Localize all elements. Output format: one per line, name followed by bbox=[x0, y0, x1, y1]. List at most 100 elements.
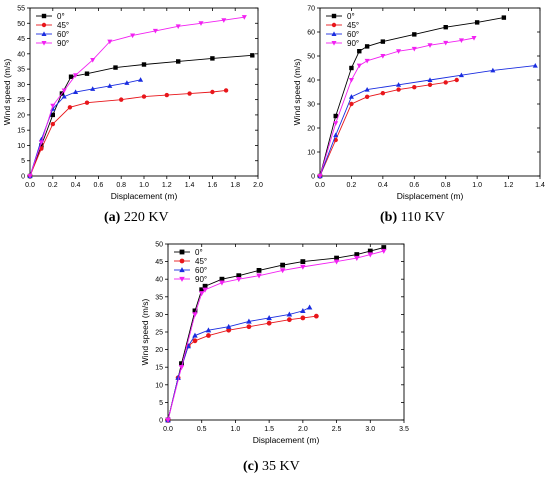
y-tick-label: 15 bbox=[17, 128, 25, 135]
data-point bbox=[241, 15, 247, 20]
data-point bbox=[300, 315, 306, 321]
data-point bbox=[192, 312, 198, 318]
legend-marker bbox=[179, 258, 185, 264]
y-tick-label: 25 bbox=[17, 97, 25, 104]
data-point bbox=[165, 417, 171, 423]
series-1 bbox=[27, 88, 229, 179]
data-point bbox=[286, 317, 292, 323]
data-point bbox=[306, 304, 313, 310]
data-point bbox=[256, 268, 262, 273]
legend-label: 90° bbox=[195, 275, 207, 284]
legend-marker bbox=[41, 41, 47, 46]
series-0 bbox=[317, 15, 507, 179]
y-tick-label: 50 bbox=[307, 54, 315, 61]
legend-label: 0° bbox=[195, 248, 203, 257]
legend-label: 60° bbox=[57, 30, 69, 39]
y-tick-label: 70 bbox=[307, 6, 315, 13]
data-point bbox=[141, 62, 147, 67]
data-point bbox=[210, 89, 215, 95]
data-point bbox=[357, 49, 362, 54]
data-point bbox=[443, 80, 448, 85]
data-point bbox=[175, 24, 181, 29]
data-point bbox=[206, 333, 211, 338]
data-point bbox=[223, 88, 229, 93]
data-point bbox=[349, 65, 354, 71]
data-point bbox=[130, 33, 136, 39]
data-point bbox=[412, 32, 417, 37]
data-point bbox=[266, 315, 272, 321]
data-point bbox=[187, 91, 192, 96]
y-tick-label: 50 bbox=[17, 21, 25, 28]
series-2 bbox=[317, 62, 538, 178]
data-point bbox=[38, 136, 44, 142]
caption-a: (a) 220 KV bbox=[104, 210, 169, 225]
legend-marker bbox=[331, 41, 337, 46]
data-point bbox=[300, 264, 306, 270]
y-tick-label: 20 bbox=[155, 347, 163, 354]
x-tick-label: 0.2 bbox=[347, 182, 357, 189]
x-tick-label: 3.0 bbox=[365, 426, 375, 433]
data-point bbox=[458, 72, 464, 78]
data-point bbox=[443, 40, 449, 46]
plot-frame bbox=[319, 7, 541, 177]
x-tick-label: 0.0 bbox=[25, 182, 35, 189]
x-tick-label: 0.5 bbox=[197, 426, 207, 433]
y-tick-label: 35 bbox=[17, 67, 25, 74]
legend-marker bbox=[41, 22, 47, 28]
data-point bbox=[192, 332, 198, 338]
y-axis-label: Wind speed (m/s) bbox=[140, 299, 150, 366]
data-point bbox=[427, 77, 433, 82]
legend-marker bbox=[179, 276, 185, 282]
data-point bbox=[50, 121, 55, 127]
data-point bbox=[364, 94, 370, 100]
series-2 bbox=[27, 77, 144, 178]
data-point bbox=[68, 74, 74, 79]
y-tick-label: 15 bbox=[155, 365, 163, 372]
data-point bbox=[256, 273, 262, 279]
x-tick-label: 1.0 bbox=[139, 182, 149, 189]
data-point bbox=[246, 324, 252, 330]
data-point bbox=[286, 311, 293, 317]
data-point bbox=[27, 174, 33, 179]
data-point bbox=[107, 83, 113, 88]
y-tick-label: 35 bbox=[155, 294, 163, 301]
data-point bbox=[164, 92, 169, 98]
data-point bbox=[396, 87, 401, 92]
data-point bbox=[202, 283, 208, 289]
legend-marker bbox=[331, 13, 337, 19]
data-point bbox=[364, 44, 370, 49]
x-tick-label: 1.2 bbox=[162, 182, 172, 189]
data-point bbox=[367, 252, 374, 258]
data-point bbox=[192, 308, 198, 314]
data-point bbox=[205, 327, 212, 333]
data-point bbox=[396, 49, 402, 54]
data-point bbox=[219, 276, 225, 282]
data-point bbox=[333, 132, 339, 138]
data-point bbox=[138, 77, 144, 82]
x-tick-label: 1.0 bbox=[231, 426, 241, 433]
data-point bbox=[334, 255, 339, 261]
data-point bbox=[141, 94, 147, 99]
y-tick-label: 30 bbox=[17, 82, 25, 89]
series-1 bbox=[165, 313, 319, 423]
data-point bbox=[348, 94, 354, 99]
y-tick-label: 50 bbox=[155, 242, 163, 249]
x-tick-label: 0.4 bbox=[71, 182, 81, 189]
legend-label: 0° bbox=[57, 12, 65, 21]
data-point bbox=[333, 121, 339, 126]
legend-marker bbox=[331, 31, 337, 36]
data-point bbox=[454, 77, 459, 83]
x-axis-label: Displacement (m) bbox=[111, 191, 178, 201]
x-tick-label: 2.0 bbox=[253, 182, 263, 189]
series-line bbox=[319, 79, 457, 177]
legend-label: 90° bbox=[57, 39, 69, 48]
chart-0: 0.0 0.2 0.4 0.6 0.8 1.0 1.2 1.4 1.6 1.8 2.0 0 5 10 15 2… bbox=[2, 6, 263, 202]
x-tick-label: 1.4 bbox=[185, 182, 195, 189]
data-point bbox=[221, 18, 227, 23]
data-point bbox=[381, 245, 387, 250]
data-point bbox=[348, 78, 354, 83]
x-tick-label: 0.4 bbox=[378, 182, 388, 189]
legend-label: 60° bbox=[347, 30, 359, 39]
series-line bbox=[29, 79, 141, 177]
